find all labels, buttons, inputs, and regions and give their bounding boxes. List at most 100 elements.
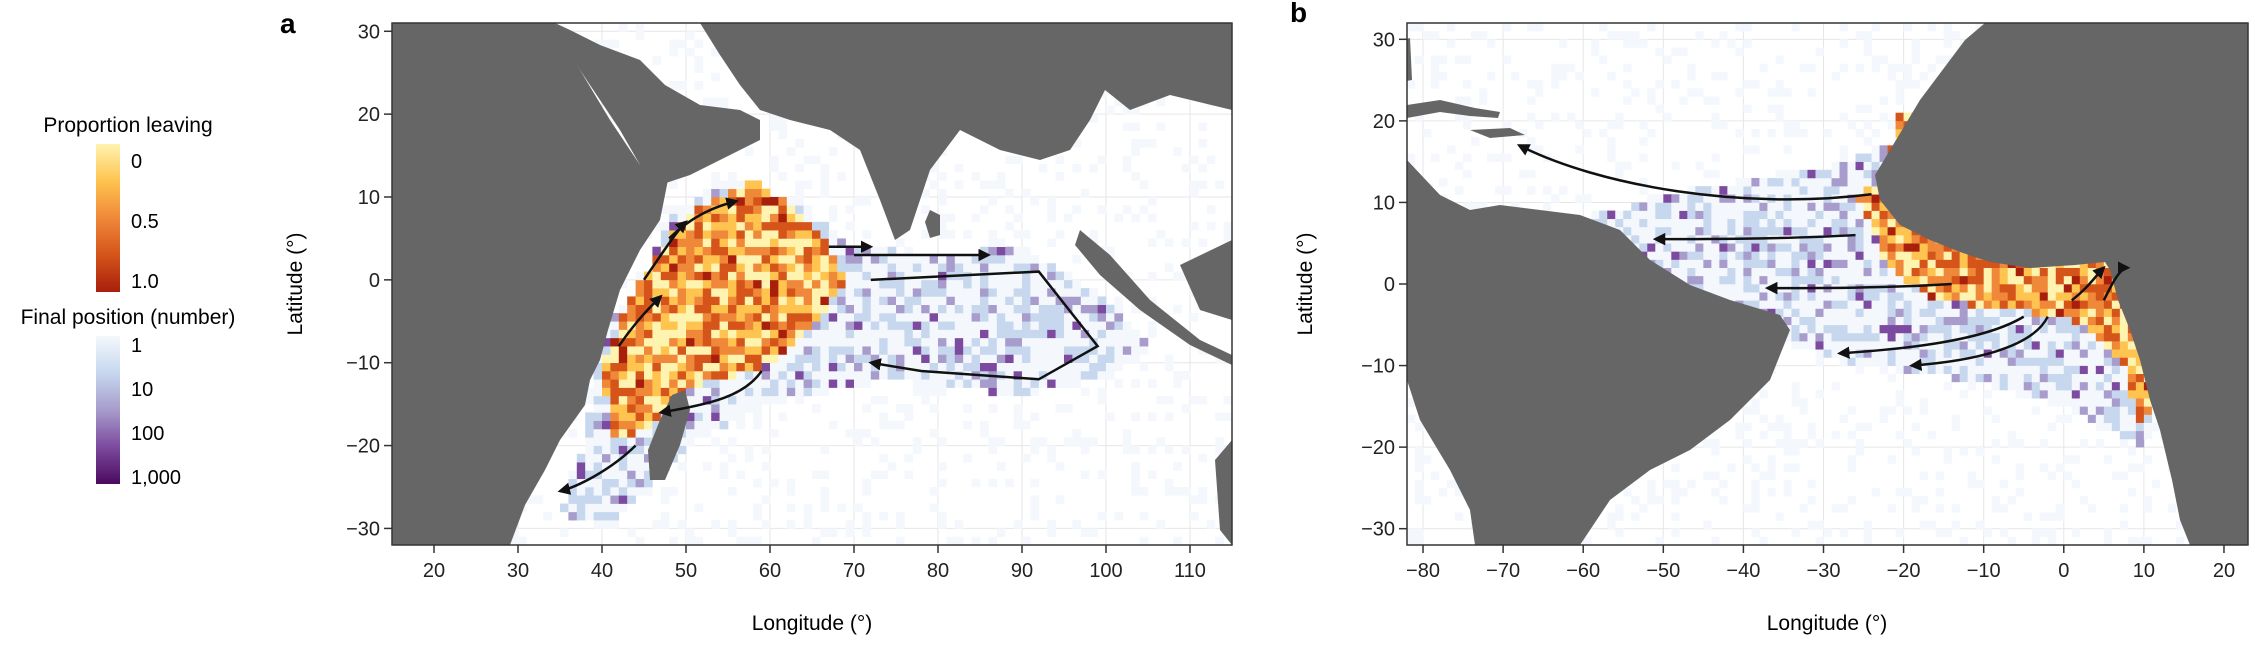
heat-cell: [1140, 346, 1149, 355]
heat-cell: [1030, 313, 1039, 322]
heat-cell: [1687, 251, 1695, 259]
heat-cell: [1663, 194, 1671, 202]
heat-cell: [2000, 333, 2008, 341]
heat-cell: [1014, 338, 1023, 347]
heat-cell: [1439, 488, 1447, 496]
heat-cell: [1791, 390, 1799, 398]
heat-cell: [1039, 164, 1048, 173]
heat-cell: [1182, 371, 1191, 380]
heat-cell: [1896, 529, 1904, 537]
heat-cell: [1807, 333, 1815, 341]
heat-cell: [1832, 227, 1840, 235]
heat-cell: [879, 354, 888, 363]
heat-cell: [1936, 251, 1944, 259]
heat-cell: [1198, 487, 1207, 496]
heat-cell: [1823, 211, 1831, 219]
heat-cell: [1106, 321, 1115, 330]
heat-cell: [686, 313, 695, 322]
heat-cell: [787, 487, 796, 496]
heat-cell: [1880, 268, 1888, 276]
heat-cell: [619, 346, 628, 355]
heat-cell: [988, 180, 997, 189]
heat-cell: [2000, 504, 2008, 512]
heat-cell: [1751, 251, 1759, 259]
heat-cell: [636, 462, 645, 471]
heat-cell: [879, 396, 888, 405]
heat-cell: [762, 313, 771, 322]
heat-cell: [736, 180, 745, 189]
heat-cell: [745, 330, 754, 339]
heat-cell: [728, 305, 737, 314]
heat-cell: [1735, 260, 1743, 268]
heat-cell: [2008, 308, 2016, 316]
heat-cell: [1751, 202, 1759, 210]
heat-cell: [1783, 219, 1791, 227]
heat-cell: [1840, 162, 1848, 170]
heat-cell: [728, 412, 737, 421]
heat-cell: [627, 346, 636, 355]
heat-cell: [997, 321, 1006, 330]
heat-cell: [1719, 284, 1727, 292]
heat-cell: [636, 421, 645, 430]
heat-cell: [1022, 313, 1031, 322]
heat-cell: [1832, 162, 1840, 170]
heat-cell: [1072, 437, 1081, 446]
heat-cell: [2032, 284, 2040, 292]
heat-cell: [1840, 268, 1848, 276]
heat-cell: [644, 288, 653, 297]
heat-cell: [829, 313, 838, 322]
heat-cell: [1655, 202, 1663, 210]
heat-cell: [1864, 47, 1872, 55]
heat-cell: [972, 354, 981, 363]
heat-cell: [1872, 251, 1880, 259]
heat-cell: [2008, 300, 2016, 308]
heat-cell: [1081, 446, 1090, 455]
heat-cell: [1014, 280, 1023, 289]
heat-cell: [795, 238, 804, 247]
heat-cell: [1671, 260, 1679, 268]
heat-cell: [1864, 121, 1872, 129]
heat-cell: [2120, 406, 2128, 414]
heat-cell: [1864, 243, 1872, 251]
heat-cell: [1936, 308, 1944, 316]
heat-cell: [1888, 219, 1896, 227]
heat-cell: [1856, 235, 1864, 243]
heat-cell: [829, 421, 838, 430]
heat-cell: [711, 363, 720, 372]
heat-cell: [1815, 170, 1823, 178]
heat-cell: [1920, 333, 1928, 341]
heat-cell: [652, 396, 661, 405]
heat-cell: [1551, 80, 1559, 88]
heat-cell: [1671, 529, 1679, 537]
heat-cell: [1791, 382, 1799, 390]
heat-cell: [686, 263, 695, 272]
heat-cell: [1022, 379, 1031, 388]
heat-cell: [1832, 431, 1840, 439]
heat-cell: [1495, 154, 1503, 162]
heat-cell: [1106, 330, 1115, 339]
heat-cell: [812, 156, 821, 165]
heat-cell: [1775, 251, 1783, 259]
heat-cell: [1098, 330, 1107, 339]
heat-cell: [1864, 178, 1872, 186]
heat-cell: [795, 330, 804, 339]
heat-cell: [854, 346, 863, 355]
heat-cell: [1639, 227, 1647, 235]
heat-cell: [2136, 398, 2144, 406]
heat-cell: [2104, 366, 2112, 374]
heat-cell: [1896, 333, 1904, 341]
heat-cell: [728, 520, 737, 529]
heat-cell: [1030, 197, 1039, 206]
heat-cell: [1047, 379, 1056, 388]
heat-cell: [2008, 268, 2016, 276]
heat-cell: [1896, 243, 1904, 251]
heat-cell: [703, 238, 712, 247]
heat-cell: [1872, 292, 1880, 300]
heat-cell: [1064, 437, 1073, 446]
heat-cell: [1131, 172, 1140, 181]
heat-cell: [2064, 382, 2072, 390]
heat-cell: [1047, 296, 1056, 305]
heat-cell: [846, 280, 855, 289]
heat-cell: [1896, 64, 1904, 72]
heat-cell: [1743, 504, 1751, 512]
